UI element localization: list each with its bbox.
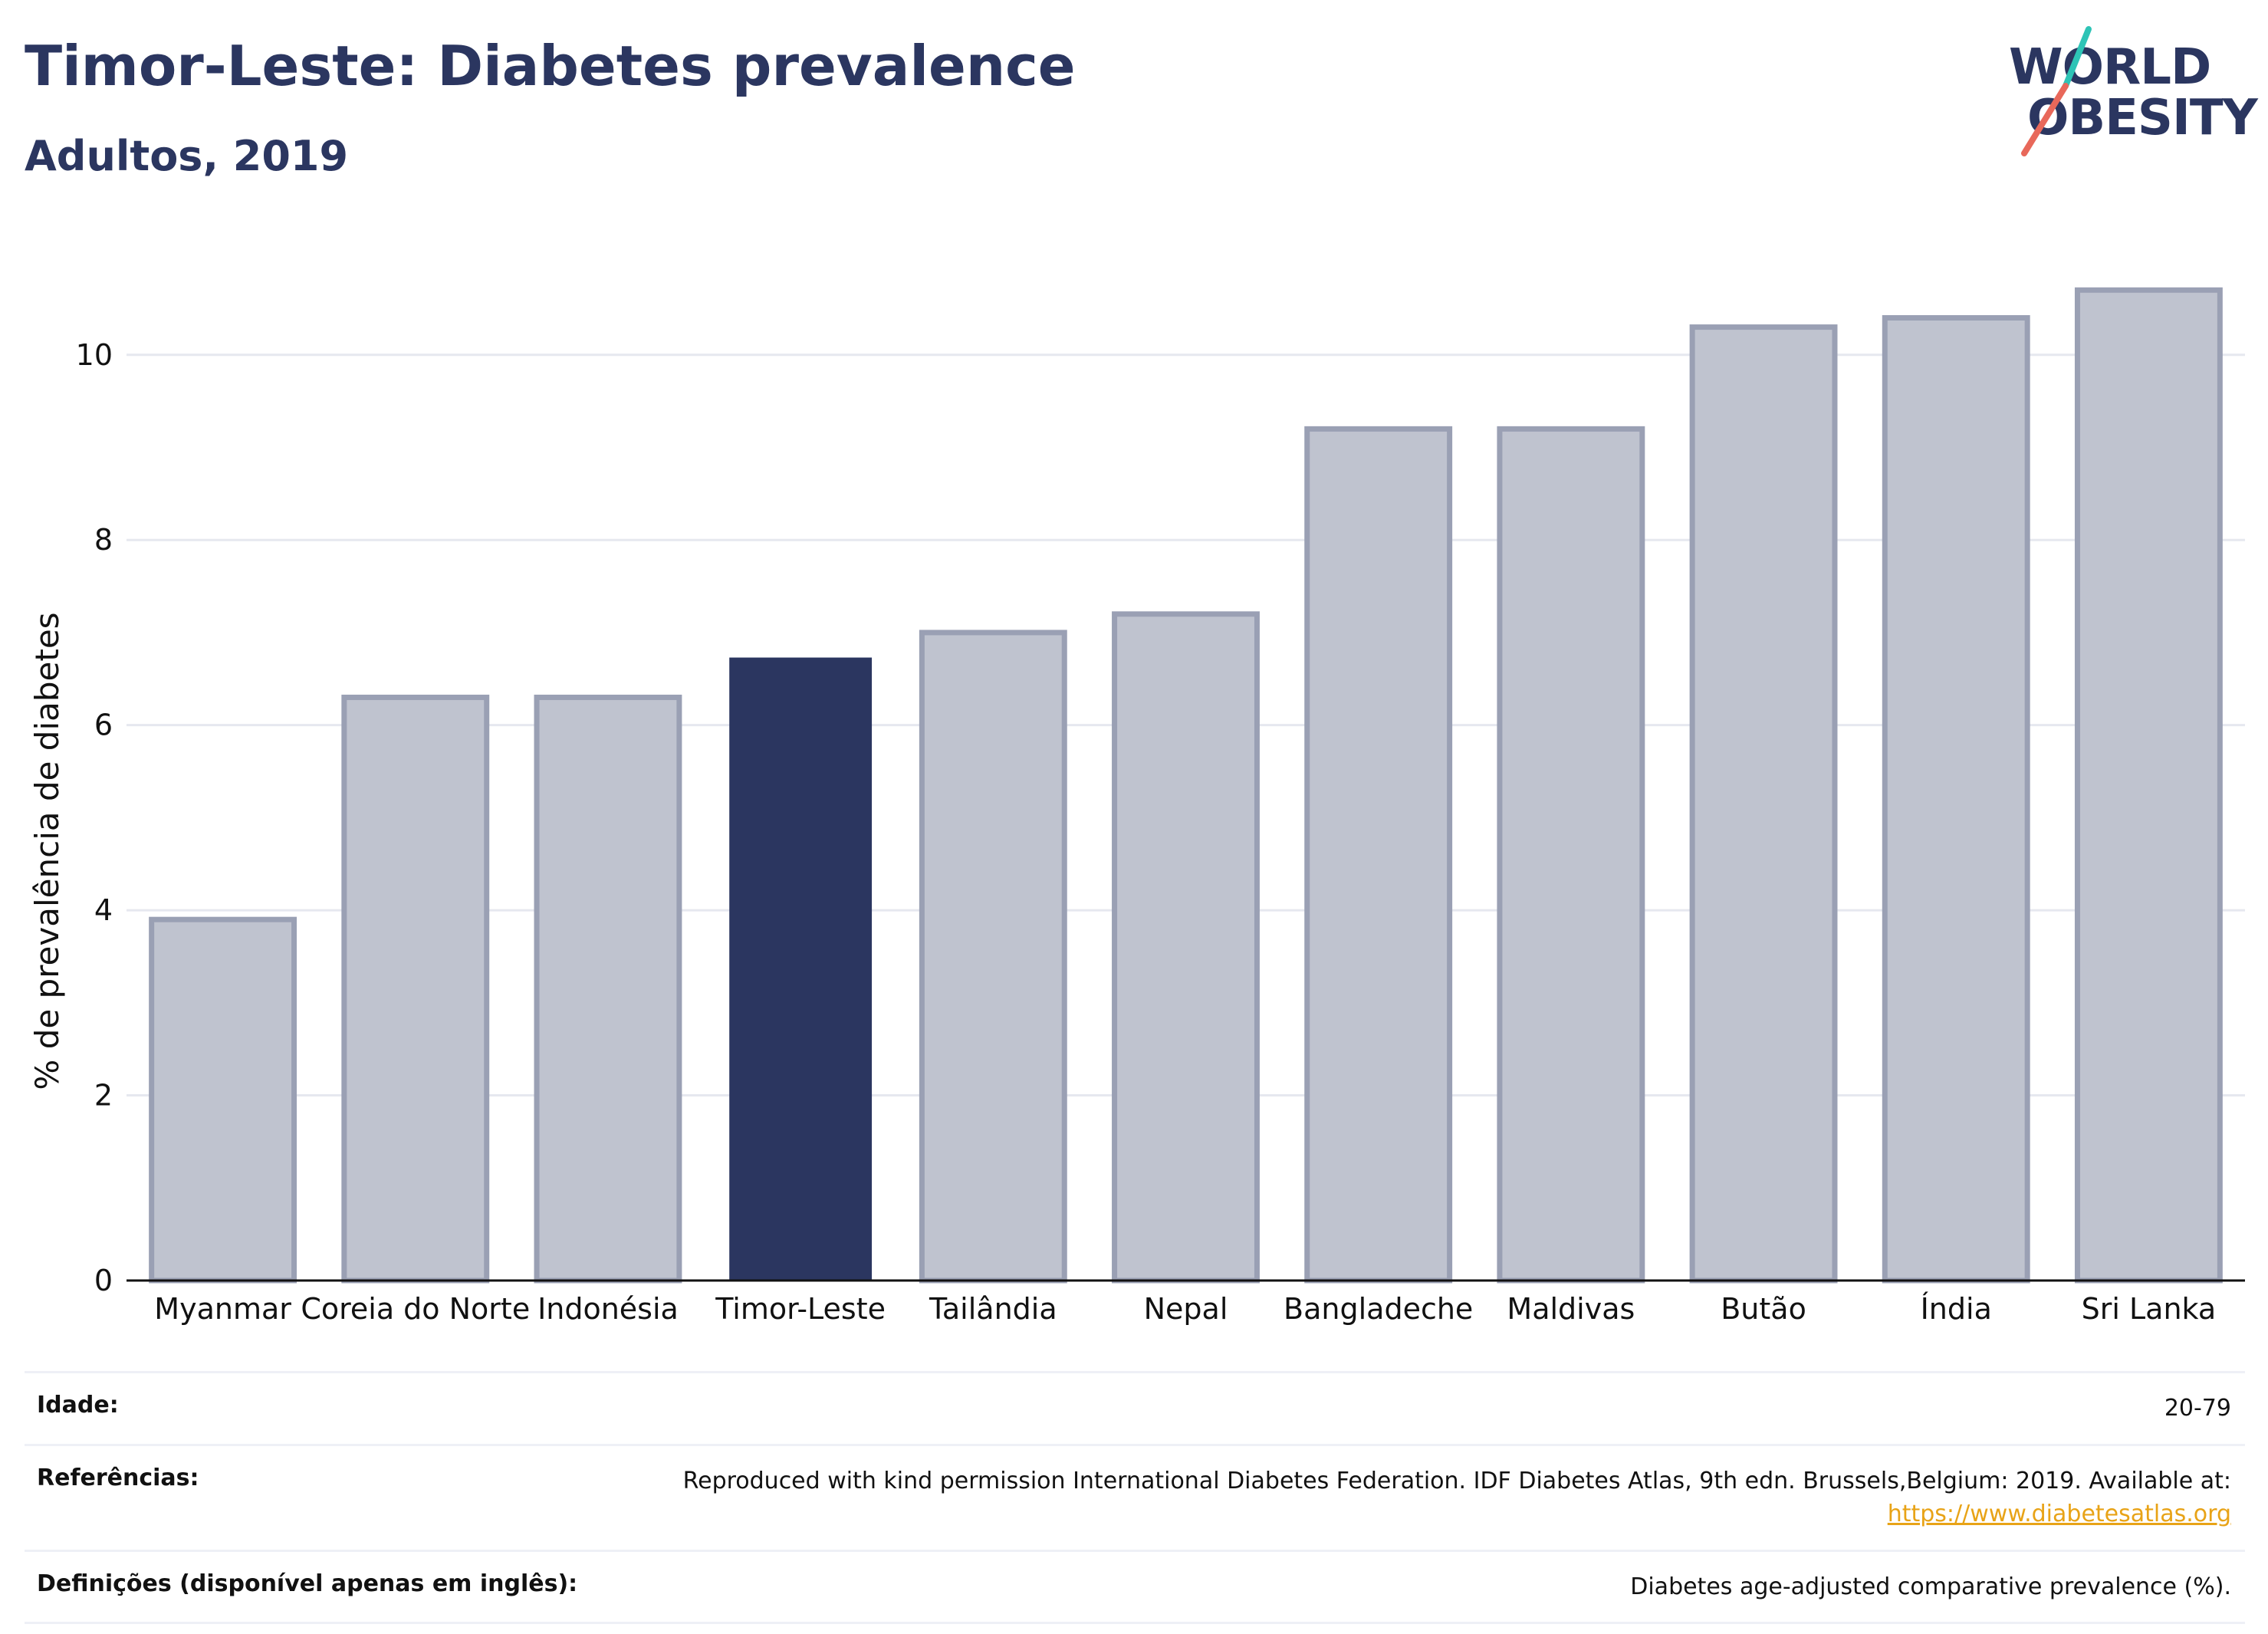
x-tick-label: Maldivas bbox=[1507, 1292, 1635, 1326]
world-obesity-logo[interactable]: WORLD OBESITY bbox=[1994, 23, 2258, 161]
info-label: Idade: bbox=[37, 1392, 119, 1419]
x-tick-label: Sri Lanka bbox=[2082, 1292, 2217, 1326]
info-value-container: Reproduced with kind permission Internat… bbox=[683, 1465, 2231, 1531]
bar-myanmar[interactable] bbox=[149, 916, 297, 1284]
bar-chart: 0 2 4 6 8 10 Myanmar Coreia do Norte Indonésia Ti… bbox=[28, 287, 2245, 1326]
page-subtitle: Adultos, 2019 bbox=[25, 132, 349, 180]
x-tick-label: Bangladeche bbox=[1284, 1292, 1473, 1326]
x-tick-label: Butão bbox=[1721, 1292, 1806, 1326]
y-tick-label: 10 bbox=[76, 338, 113, 372]
bar-coreia-do-norte[interactable] bbox=[341, 694, 490, 1284]
bar-but-o[interactable] bbox=[1689, 324, 1838, 1284]
info-value: Diabetes age-adjusted comparative preval… bbox=[1630, 1573, 2231, 1600]
bar-indon-sia[interactable] bbox=[534, 694, 682, 1284]
bar--ndia[interactable] bbox=[1882, 315, 2030, 1284]
page-title: Timor-Leste: Diabetes prevalence bbox=[25, 34, 1076, 98]
logo-line-1: WORLD bbox=[2009, 39, 2211, 96]
x-tick-label: Myanmar bbox=[154, 1292, 291, 1326]
y-tick-label: 8 bbox=[94, 523, 113, 557]
bar-tail-ndia[interactable] bbox=[919, 630, 1067, 1284]
x-tick-label: Indonésia bbox=[537, 1292, 679, 1326]
logo-slash-icon bbox=[2021, 26, 2092, 156]
x-tick-label: Coreia do Norte bbox=[301, 1292, 530, 1326]
bar-maldivas[interactable] bbox=[1497, 426, 1645, 1284]
x-tick-label: Timor-Leste bbox=[715, 1292, 886, 1326]
info-value: 20-79 bbox=[2164, 1395, 2231, 1422]
info-value: Reproduced with kind permission Internat… bbox=[682, 1467, 2231, 1494]
logo-line-2: OBESITY bbox=[2027, 90, 2258, 146]
y-tick-label: 6 bbox=[94, 709, 113, 742]
x-tick-label: Índia bbox=[1921, 1292, 1992, 1326]
bar-sri-lanka[interactable] bbox=[2074, 287, 2223, 1284]
bar-nepal[interactable] bbox=[1112, 611, 1260, 1284]
info-label: Referências: bbox=[37, 1464, 199, 1491]
y-tick-label: 2 bbox=[94, 1079, 113, 1113]
axes: 0 2 4 6 8 10 Myanmar Coreia do Norte Indonésia Ti… bbox=[76, 338, 2245, 1326]
y-tick-label: 4 bbox=[94, 893, 113, 927]
x-tick-label: Nepal bbox=[1144, 1292, 1228, 1326]
info-table: Idade: 20-79 Referências: Reproduced wit… bbox=[25, 1371, 2245, 1624]
bars bbox=[149, 287, 2223, 1284]
bar-bangladeche[interactable] bbox=[1304, 426, 1453, 1284]
info-row-references: Referências: Reproduced with kind permis… bbox=[25, 1443, 2245, 1550]
reference-link[interactable]: https://www.diabetesatlas.org bbox=[1887, 1501, 2231, 1527]
y-axis-title: % de prevalência de diabetes bbox=[28, 612, 66, 1090]
info-row-definitions: Definições (disponível apenas em inglês)… bbox=[25, 1549, 2245, 1624]
info-label: Definições (disponível apenas em inglês)… bbox=[37, 1570, 578, 1597]
y-tick-label: 0 bbox=[94, 1264, 113, 1297]
bar-timor-leste[interactable] bbox=[729, 657, 873, 1281]
info-row-age: Idade: 20-79 bbox=[25, 1371, 2245, 1444]
x-tick-label: Tailândia bbox=[929, 1292, 1057, 1326]
